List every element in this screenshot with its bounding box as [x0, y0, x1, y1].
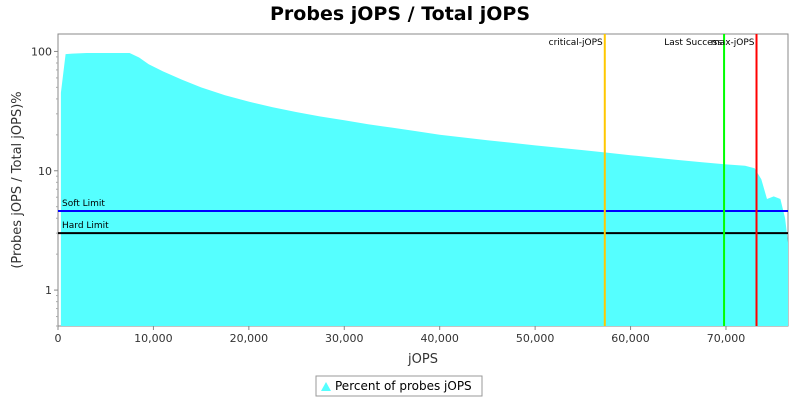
x-tick-label: 30,000 [325, 332, 364, 345]
reference-label-max-jops: max-jOPS [711, 38, 755, 48]
y-tick-label: 100 [31, 45, 52, 58]
area-layer [60, 52, 789, 326]
horizontal-reference-lines: Soft Limit Hard Limit [58, 199, 788, 235]
legend-marker-icon [321, 382, 331, 391]
chart-title: Probes jOPS / Total jOPS [270, 3, 530, 25]
x-axis: 0 10,000 20,000 30,000 40,000 50,000 60,000 70,… [55, 326, 746, 345]
legend-box [315, 375, 483, 397]
x-tick-label: 20,000 [230, 332, 269, 345]
y-axis-title: (Probes jOPS / Total jOPS)% [10, 91, 25, 268]
legend-label: Percent of probes jOPS [335, 379, 472, 393]
x-tick-label: 50,000 [516, 332, 555, 345]
area-series-0 [60, 53, 788, 326]
legend: Percent of probes jOPS [315, 375, 483, 397]
x-tick-label: 70,000 [707, 332, 746, 345]
x-tick-label: 60,000 [611, 332, 650, 345]
reference-label-critical-jops: critical-jOPS [549, 38, 603, 48]
y-tick-label: 1 [45, 284, 52, 297]
reference-label-hard-limit: Hard Limit [62, 221, 109, 231]
x-tick-label: 0 [55, 332, 62, 345]
reference-label-soft-limit: Soft Limit [62, 199, 105, 209]
x-tick-label: 40,000 [420, 332, 459, 345]
y-tick-label: 10 [38, 165, 52, 178]
x-tick-label: 10,000 [134, 332, 173, 345]
x-axis-title: jOPS [407, 352, 438, 367]
reference-label-last-success: Last Success [664, 38, 722, 48]
y-axis: 1 10 100 [31, 45, 58, 327]
